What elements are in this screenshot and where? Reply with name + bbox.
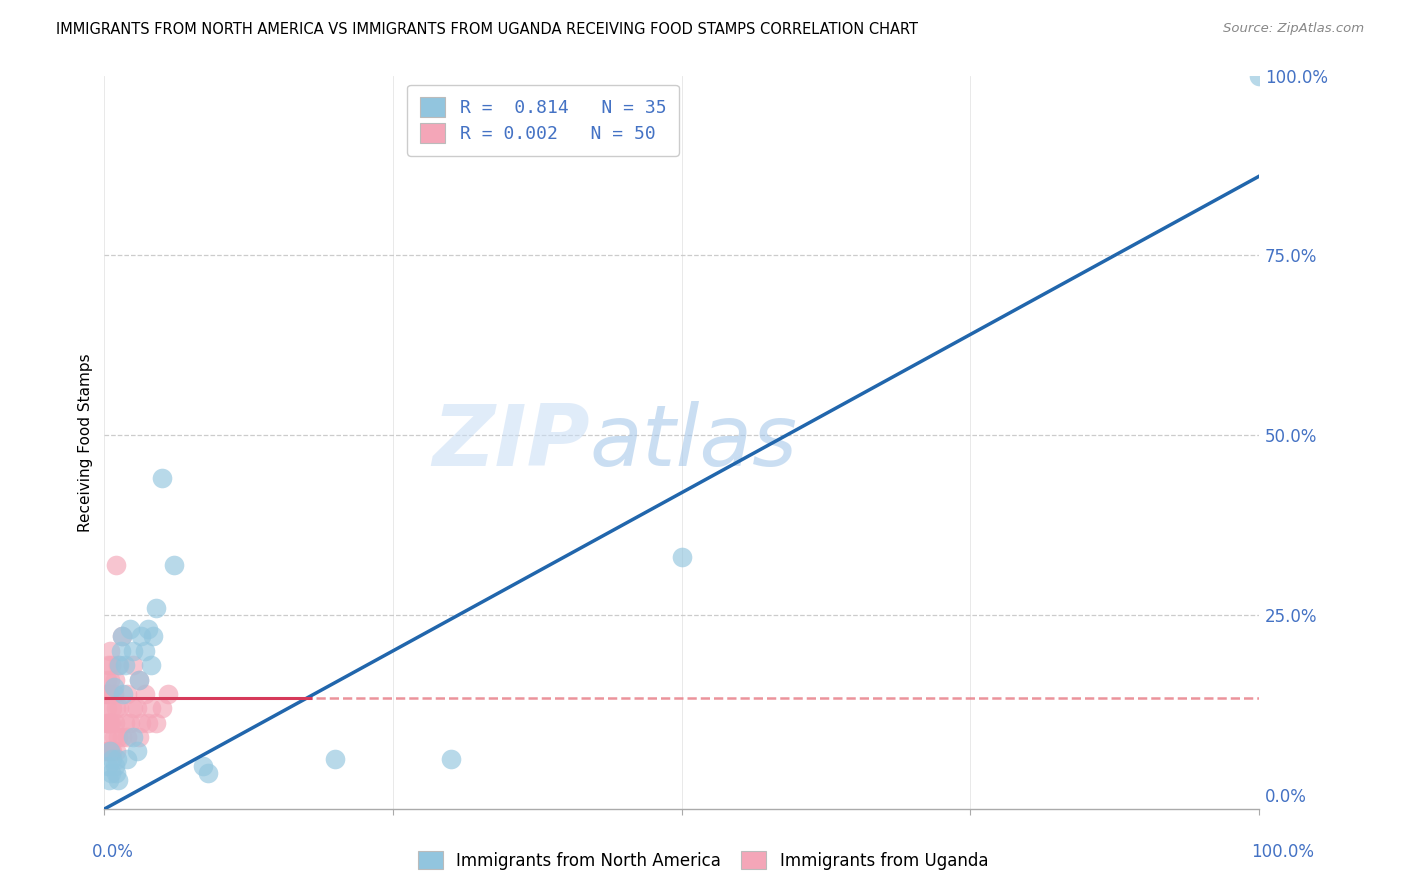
Point [103,687,125,701]
Point [139,701,162,715]
Point [96,673,118,687]
Point [98,744,121,758]
Point [100,744,122,758]
Point [111,629,134,643]
Point [98,673,121,687]
Point [128,673,150,687]
Point [142,629,165,643]
Point [105,752,128,766]
Point [96,730,118,744]
Y-axis label: Receiving Food Stamps: Receiving Food Stamps [79,353,93,532]
Point [104,715,127,730]
Point [134,687,156,701]
Point [98,687,121,701]
Point [101,701,124,715]
Point [122,701,145,715]
Point [97,759,120,773]
Point [163,558,186,572]
Point [118,715,141,730]
Point [97,744,120,758]
Text: Source: ZipAtlas.com: Source: ZipAtlas.com [1223,22,1364,36]
Point [100,658,122,673]
Point [111,687,134,701]
Text: IMMIGRANTS FROM NORTH AMERICA VS IMMIGRANTS FROM UGANDA RECEIVING FOOD STAMPS CO: IMMIGRANTS FROM NORTH AMERICA VS IMMIGRA… [56,22,918,37]
Point [98,744,121,758]
Point [103,730,125,744]
Point [101,752,124,766]
Point [97,715,120,730]
Point [94,744,117,758]
Point [107,658,129,673]
Point [117,730,139,744]
Point [111,629,134,643]
Point [122,644,145,658]
Point [98,715,121,730]
Point [156,687,179,701]
Point [191,759,214,773]
Point [98,773,121,788]
Point [110,644,132,658]
Point [111,730,134,744]
Point [100,715,122,730]
Text: 100.0%: 100.0% [1251,843,1315,861]
Point [440,752,463,766]
Text: 0.0%: 0.0% [91,843,134,861]
Point [94,687,117,701]
Point [122,730,145,744]
Point [114,658,136,673]
Text: ZIP: ZIP [432,401,589,483]
Point [103,680,125,694]
Point [104,766,127,780]
Point [671,550,693,565]
Point [104,759,127,773]
Point [131,629,153,643]
Point [118,622,141,636]
Point [117,752,139,766]
Point [150,471,173,485]
Point [107,773,129,788]
Point [96,701,118,715]
Point [114,715,136,730]
Point [117,687,139,701]
Point [128,673,150,687]
Point [136,715,159,730]
Text: atlas: atlas [589,401,797,483]
Point [134,644,156,658]
Point [108,701,131,715]
Point [107,730,129,744]
Point [131,715,153,730]
Legend: R =  0.814   N = 35, R = 0.002   N = 50: R = 0.814 N = 35, R = 0.002 N = 50 [408,85,679,156]
Point [104,558,127,572]
Point [325,752,347,766]
Point [98,744,121,758]
Point [128,730,150,744]
Point [104,701,127,715]
Point [98,715,121,730]
Legend: Immigrants from North America, Immigrants from Uganda: Immigrants from North America, Immigrant… [412,845,994,877]
Point [150,701,173,715]
Point [145,715,167,730]
Point [136,622,159,636]
Point [94,715,117,730]
Point [1249,69,1271,83]
Point [197,766,219,780]
Point [104,673,127,687]
Point [101,744,124,758]
Point [122,658,145,673]
Point [125,701,148,715]
Point [100,766,122,780]
Point [125,744,148,758]
Point [98,644,121,658]
Point [104,744,127,758]
Point [139,658,162,673]
Point [108,658,131,673]
Point [145,600,167,615]
Point [97,658,120,673]
Point [97,687,120,701]
